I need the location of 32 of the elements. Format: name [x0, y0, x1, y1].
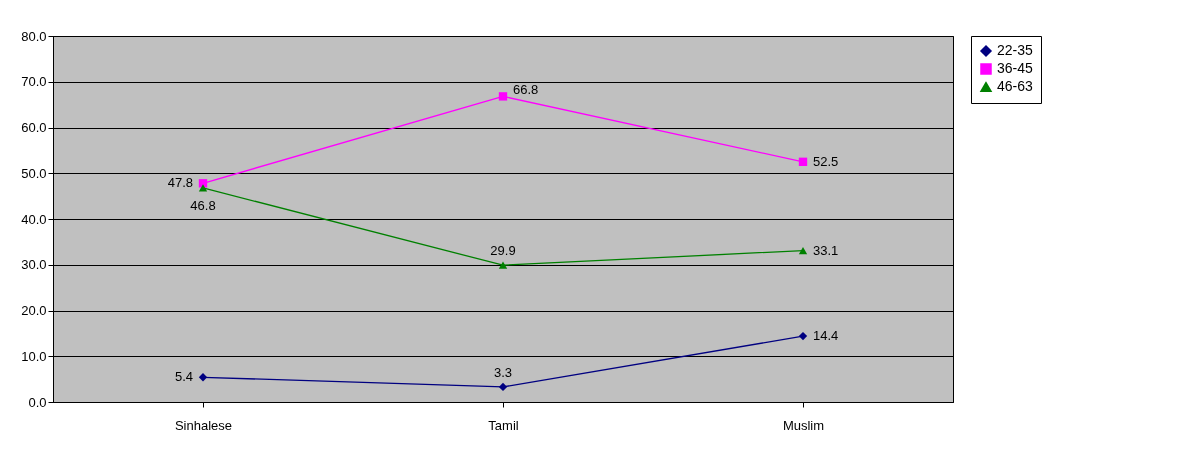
point — [798, 157, 808, 166]
data-label: 33.1 — [813, 242, 839, 258]
y-tick-label: 20.0 — [21, 303, 47, 318]
data-label: 46.8 — [190, 197, 216, 213]
data-label: 3.3 — [493, 364, 513, 380]
legend-label: 22-35 — [997, 42, 1034, 58]
y-tick-label: 10.0 — [21, 348, 47, 364]
point — [198, 373, 208, 382]
legend-label: 36-45 — [997, 60, 1034, 76]
point — [198, 184, 208, 192]
y-tick-label: 80.0 — [21, 28, 47, 44]
y-tick-label: 30.0 — [21, 257, 47, 273]
point — [498, 92, 508, 101]
data-label: 29.9 — [490, 243, 516, 259]
y-tick-label: 50.0 — [21, 165, 47, 181]
y-tick-label: 0.0 — [28, 394, 47, 410]
point — [798, 331, 808, 341]
y-tick-label: 70.0 — [21, 74, 47, 90]
x-tick-label: Sinhalese — [174, 417, 233, 433]
data-label: 52.5 — [813, 153, 839, 169]
x-tick-label: Tamil — [488, 417, 519, 433]
y-tick-label: 60.0 — [21, 120, 47, 135]
x-tick-label: Muslim — [782, 417, 825, 433]
point — [798, 246, 808, 255]
data-label: 5.4 — [174, 369, 193, 385]
data-label: 47.8 — [167, 175, 193, 191]
y-tick-label: 40.0 — [21, 211, 47, 227]
legend-label: 46-63 — [997, 78, 1034, 94]
data-label: 14.4 — [813, 328, 839, 344]
point — [498, 382, 508, 392]
data-label: 66.8 — [513, 82, 539, 98]
point — [498, 261, 508, 269]
